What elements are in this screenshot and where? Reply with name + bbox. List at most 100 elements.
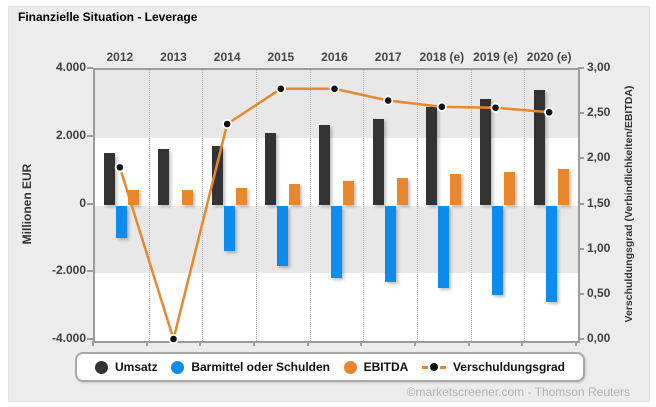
right-axis-tick [578, 338, 584, 340]
x-year-label: 2019 (e) [473, 50, 518, 64]
right-axis-tick [578, 202, 584, 205]
bottom-axis-tick [414, 341, 416, 346]
verschuldungsgrad-line-icon [421, 363, 446, 371]
gridline [148, 70, 150, 341]
left-axis-tick [87, 134, 93, 137]
left-axis-tick [87, 67, 93, 69]
bar-umsatz [319, 124, 330, 206]
y-left-tick-label: -2.000 [51, 263, 86, 278]
gridline [202, 70, 204, 341]
legend-item-verschuldungsgrad[interactable]: Verschuldungsgrad [421, 360, 565, 374]
y-right-tick-label: 0,50 [587, 285, 611, 300]
y-left-tick-label: 2.000 [55, 127, 86, 142]
bottom-axis-tick [92, 341, 94, 346]
y-right-tick-label: 1,00 [587, 240, 611, 255]
y-left-tick-label: 4.000 [55, 60, 86, 74]
bar-ebitda [235, 187, 247, 206]
legend-item-label: Barmittel oder Schulden [191, 360, 331, 374]
y-right-tick-label: 3,00 [587, 60, 611, 74]
plot-band [95, 70, 578, 138]
plot-area [93, 68, 580, 343]
bar-umsatz [104, 152, 116, 206]
bar-ebitda [450, 174, 462, 206]
gridline [524, 70, 526, 341]
bottom-axis-tick [199, 341, 202, 346]
right-axis-tick [578, 67, 584, 69]
bar-umsatz [158, 149, 169, 206]
x-year-label: 2020 (e) [526, 50, 572, 64]
x-year-label: 2012 [106, 50, 134, 64]
ebitda-legend-dot-icon [343, 360, 357, 374]
right-axis-tick [578, 112, 584, 115]
bottom-axis-tick [306, 341, 309, 346]
legend-item-ebitda[interactable]: EBITDA [343, 360, 409, 374]
right-axis-tick [578, 292, 584, 295]
gridline [470, 70, 472, 341]
gridline [256, 70, 257, 341]
bar-barmittel-oder-schulden [384, 205, 396, 283]
bottom-axis-tick [253, 341, 255, 346]
copyright-credit: ©marketscreener.com - Thomson Reuters [406, 385, 630, 399]
bottom-axis-tick [467, 341, 470, 346]
y-right-tick-label: 0,00 [587, 331, 611, 345]
bottom-axis-tick [521, 341, 524, 346]
bar-barmittel-oder-schulden [277, 205, 289, 267]
bar-barmittel-oder-schulden [492, 205, 503, 296]
left-axis-tick [87, 270, 93, 273]
x-year-label: 2015 [267, 50, 295, 64]
dash-icon [439, 365, 446, 369]
dot-icon [429, 363, 438, 371]
bar-umsatz [533, 90, 545, 206]
x-year-label: 2016 [321, 50, 348, 64]
gridline [363, 70, 365, 341]
left-axis-tick [87, 338, 93, 340]
x-year-label: 2013 [160, 50, 187, 64]
bar-umsatz [211, 145, 223, 206]
x-year-label: 2014 [213, 50, 241, 64]
y-right-tick-label: 1,50 [587, 195, 611, 210]
y-left-tick-label: -4.000 [51, 331, 86, 345]
bar-umsatz [480, 98, 491, 206]
bar-ebitda [182, 189, 193, 206]
legend: Umsatz Barmittel oder Schulden EBITDA Versc… [75, 352, 585, 382]
bar-ebitda [128, 190, 140, 206]
legend-item-label: Verschuldungsgrad [452, 360, 565, 374]
bar-barmittel-oder-schulden [331, 205, 342, 278]
legend-item-umsatz[interactable]: Umsatz [95, 360, 158, 374]
x-year-label: 2018 (e) [419, 50, 465, 64]
bar-ebitda [343, 181, 354, 206]
y-right-tick-label: 2,50 [587, 105, 611, 120]
plot-band [95, 273, 578, 341]
legend-item-barmittel-oder-schulden[interactable]: Barmittel oder Schulden [171, 360, 330, 374]
bar-ebitda [557, 168, 569, 206]
bar-umsatz [372, 118, 384, 206]
right-axis-tick [578, 247, 584, 250]
bar-ebitda [504, 171, 515, 206]
bar-barmittel-oder-schulden [116, 205, 128, 238]
bottom-axis-tick [360, 341, 363, 346]
left-axis-tick [87, 202, 93, 205]
x-year-label: 2017 [374, 50, 402, 64]
umsatz-legend-dot-icon [95, 360, 108, 374]
bar-umsatz [426, 107, 438, 206]
dash-icon [421, 365, 428, 369]
bar-umsatz [265, 133, 277, 206]
y-right-tick-label: 2,00 [587, 150, 611, 165]
bar-ebitda [289, 184, 301, 206]
legend-item-label: EBITDA [363, 360, 409, 374]
right-axis-title: Verschuldungsgrad (Verbindlichkeiten/EBI… [623, 85, 635, 323]
bar-ebitda [396, 177, 408, 206]
bar-barmittel-oder-schulden [438, 205, 450, 289]
bottom-axis-tick [575, 341, 577, 346]
bottom-axis-tick [145, 341, 148, 346]
y-left-tick-label: 0 [79, 195, 86, 210]
legend-item-label: Umsatz [115, 360, 158, 374]
bar-barmittel-oder-schulden [223, 205, 235, 252]
chart-title: Finanzielle Situation - Leverage [18, 10, 198, 24]
gridline [309, 70, 311, 341]
bar-barmittel-oder-schulden [545, 205, 557, 303]
right-axis-tick [578, 157, 584, 160]
barmittel-oder-schulden-legend-dot-icon [171, 360, 185, 374]
gridline [417, 70, 418, 341]
